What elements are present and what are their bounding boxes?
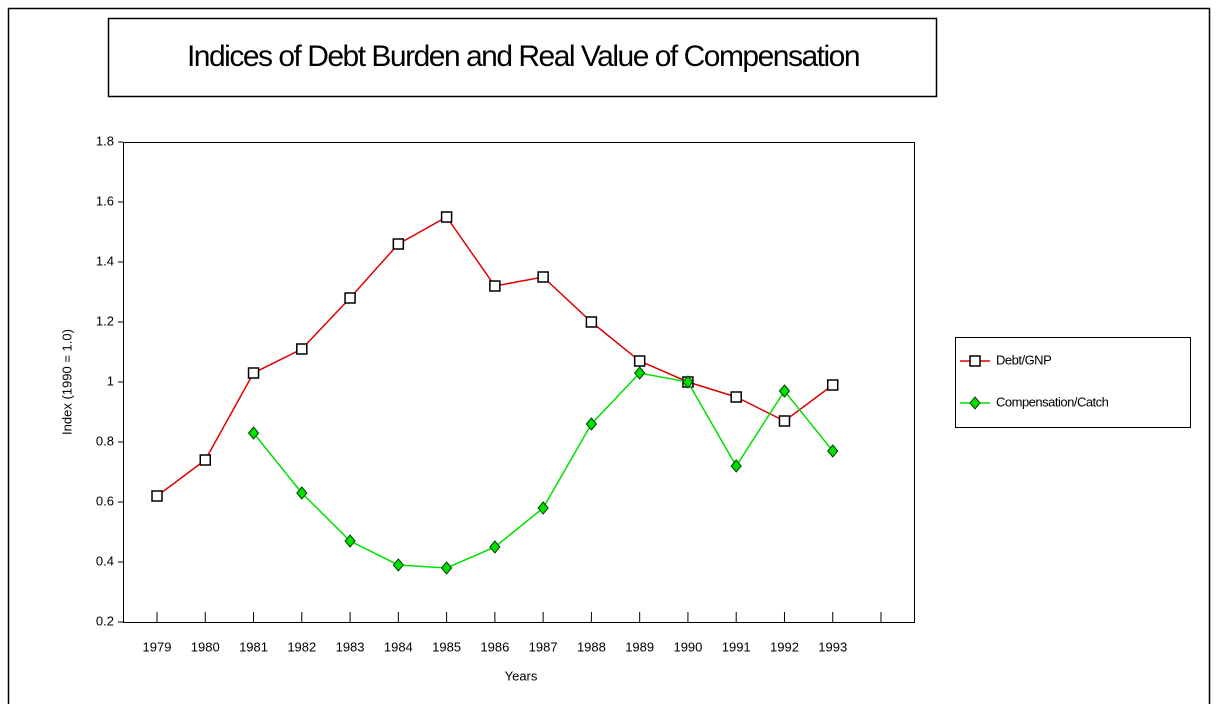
point: [296, 486, 308, 500]
x-tick-label: 1986: [480, 639, 509, 654]
point: [344, 292, 356, 304]
x-tick-label: 1985: [432, 639, 461, 654]
x-tick-label: 1991: [722, 639, 751, 654]
point: [440, 211, 453, 223]
point: [247, 367, 260, 379]
point: [247, 426, 260, 440]
point: [344, 534, 356, 548]
chart-title: Indices of Debt Burden and Real Value of…: [187, 40, 859, 73]
x-tick-label: 1981: [239, 639, 268, 654]
y-tick-label: 0.8: [96, 433, 114, 448]
legend-marker: [969, 396, 981, 410]
y-tick-label: 1.4: [96, 253, 114, 268]
x-tick-label: 1988: [577, 639, 606, 654]
plot-frame: [123, 142, 915, 623]
y-tick-label: 1.2: [96, 313, 114, 328]
point: [682, 375, 694, 389]
point: [489, 540, 501, 554]
y-tick-label: 1.8: [96, 133, 114, 148]
point: [634, 366, 646, 380]
point: [440, 561, 453, 575]
point: [827, 444, 839, 458]
x-axis-label: Years: [505, 668, 538, 683]
point: [730, 459, 742, 473]
x-tick-label: 1982: [287, 639, 316, 654]
y-tick-label: 0.6: [96, 493, 114, 508]
x-tick-label: 1979: [143, 639, 172, 654]
x-tick-label: 1984: [384, 639, 413, 654]
title-box: [107, 17, 938, 98]
legend-label: Debt/GNP: [996, 352, 1051, 367]
point: [537, 501, 549, 515]
point: [296, 343, 308, 355]
legend-box: [955, 337, 1191, 428]
point: [489, 280, 501, 292]
point: [778, 384, 791, 398]
point: [778, 415, 791, 427]
y-tick-label: 1: [107, 373, 114, 388]
point: [585, 417, 598, 431]
point: [151, 490, 163, 502]
x-tick-label: 1990: [673, 639, 702, 654]
y-tick-label: 0.2: [96, 613, 114, 628]
x-tick-label: 1992: [770, 639, 799, 654]
point: [585, 316, 598, 328]
y-tick-label: 0.4: [96, 553, 114, 568]
point: [537, 271, 549, 283]
point: [730, 391, 742, 403]
x-tick-label: 1989: [625, 639, 654, 654]
legend-marker: [969, 355, 981, 367]
y-tick-label: 1.6: [96, 193, 114, 208]
x-tick-label: 1987: [529, 639, 558, 654]
x-tick-label: 1980: [191, 639, 220, 654]
point: [826, 379, 839, 391]
point: [392, 238, 405, 250]
point: [633, 355, 646, 367]
x-tick-label: 1983: [336, 639, 365, 654]
x-tick-label: 1993: [818, 639, 847, 654]
legend-label: Compensation/Catch: [996, 394, 1109, 409]
y-axis-label: Index (1990 = 1.0): [59, 329, 74, 435]
point: [392, 558, 404, 572]
point: [199, 454, 212, 466]
